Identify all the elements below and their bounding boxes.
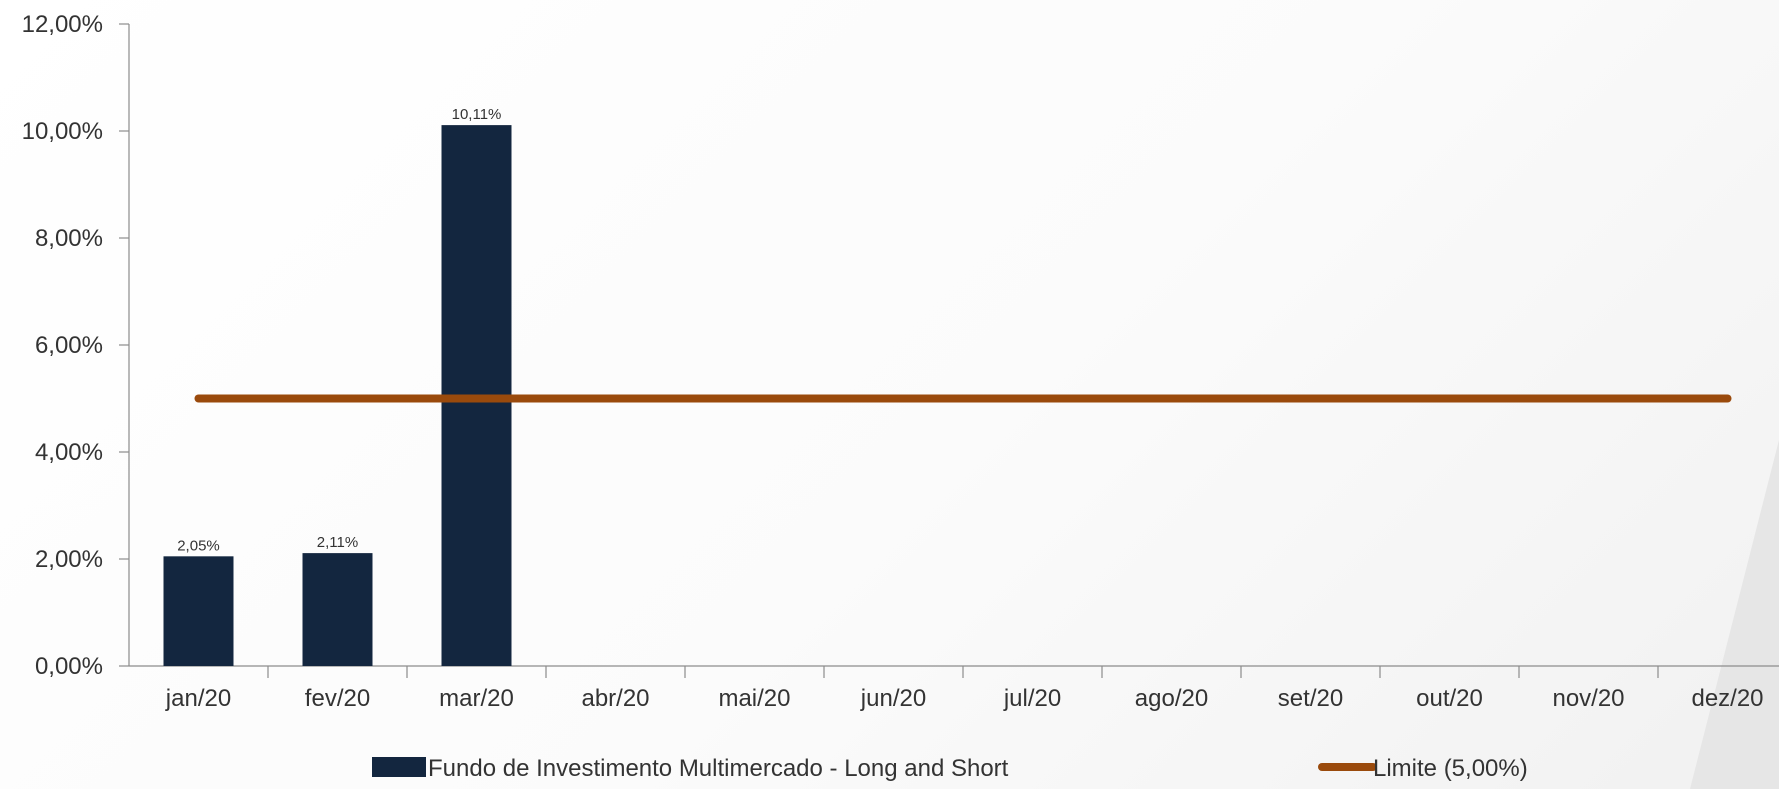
- x-tick-label: dez/20: [1691, 685, 1763, 712]
- y-tick-label: 0,00%: [35, 653, 103, 680]
- background-decoration: [1690, 440, 1779, 789]
- x-tick-label: jul/20: [1003, 685, 1061, 712]
- bar: [302, 553, 373, 666]
- legend-bar-label: Fundo de Investimento Multimercado - Lon…: [428, 755, 1009, 782]
- bar: [163, 556, 234, 666]
- bar-data-label: 2,05%: [177, 537, 220, 554]
- x-tick-label: nov/20: [1552, 685, 1624, 712]
- data-labels: 2,05% 2,11% 10,11%: [177, 106, 501, 554]
- y-tick-label: 6,00%: [35, 332, 103, 359]
- legend-line-label: Limite (5,00%): [1373, 755, 1528, 782]
- x-tick-label: jan/20: [165, 685, 231, 712]
- x-tick-label: set/20: [1278, 685, 1343, 712]
- x-tick-label: abr/20: [581, 685, 649, 712]
- bar-data-label: 10,11%: [452, 106, 502, 123]
- x-axis: jan/20 fev/20 mar/20 abr/20 mai/20 jun/20 jul/…: [129, 665, 1779, 712]
- y-tick-label: 10,00%: [22, 118, 103, 145]
- bar-data-label: 2,11%: [317, 534, 358, 551]
- x-tick-label: mar/20: [439, 685, 514, 712]
- x-tick-label: out/20: [1416, 685, 1483, 712]
- y-tick-label: 4,00%: [35, 439, 103, 466]
- legend: Fundo de Investimento Multimercado - Lon…: [372, 755, 1528, 782]
- x-tick-label: jun/20: [860, 685, 926, 712]
- y-axis: 0,00% 2,00% 4,00% 6,00% 8,00% 10,00% 12,00%: [22, 11, 130, 680]
- x-tick-label: fev/20: [305, 685, 370, 712]
- x-tick-label: ago/20: [1135, 685, 1208, 712]
- legend-bar-swatch: [372, 757, 426, 777]
- y-tick-label: 12,00%: [22, 11, 103, 38]
- x-tick-label: mai/20: [718, 685, 790, 712]
- y-tick-label: 8,00%: [35, 225, 103, 252]
- y-tick-label: 2,00%: [35, 546, 103, 573]
